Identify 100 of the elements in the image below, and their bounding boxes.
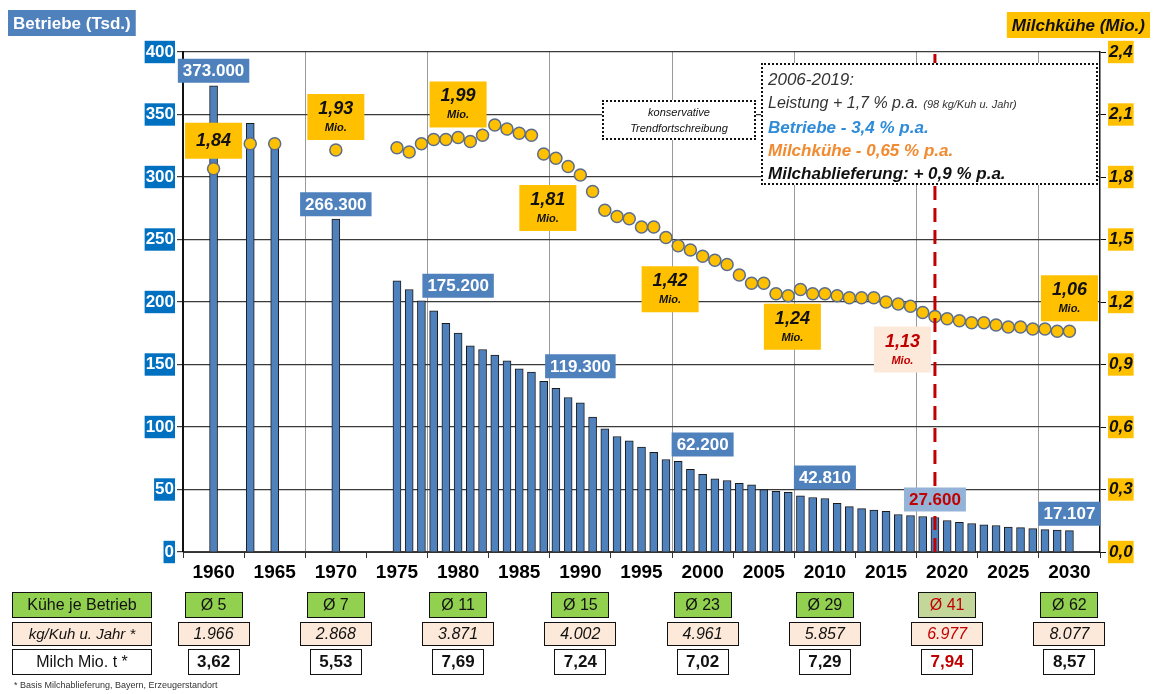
- point: [475, 128, 490, 143]
- annotation: 373.000: [182, 61, 245, 81]
- y2-tick-label: 0,6: [1109, 416, 1134, 436]
- point: [1026, 322, 1040, 336]
- point: [585, 184, 600, 199]
- x-tick-label: 2005: [742, 560, 786, 582]
- text: * Basis Milchablieferung, Bayern, Erzeugerstandort: [14, 680, 219, 692]
- y-tick-label: 350: [145, 104, 174, 124]
- data-label: 1,24 Mio.: [774, 307, 810, 343]
- annotation: Milchkühe - 0,65 % p.a.: [768, 140, 955, 162]
- point: [243, 136, 257, 151]
- y2-tick-label: 0,3: [1109, 479, 1134, 499]
- point: [500, 122, 514, 136]
- y2-tick-label: 2,4: [1108, 41, 1134, 61]
- y2-axis-title: Milchkühe (Mio.): [1011, 15, 1146, 35]
- y2-tick-label: 1,2: [1109, 291, 1134, 311]
- annotation: 42.810: [798, 468, 851, 488]
- annotation: 17.107: [1043, 504, 1096, 524]
- point: [964, 316, 979, 330]
- data-label: 1,93 Mio.: [318, 97, 354, 133]
- point: [1050, 324, 1064, 338]
- y-tick-label: 0: [164, 541, 174, 561]
- point: [206, 161, 221, 176]
- table: Kühe je Betrieb kg/Kuh u. Jahr * Milch Mio. t * Ø 5 Ø 7 Ø 11 Ø 15 Ø 23 Ø 29 Ø 41 Ø 62 1.966 2.868 3.871 4.002 4.961 5.857 6.977 8.077 3,62 5,53 7,69 7,24 7,02 7,29 7,94 8,57: [0, 588, 1156, 678]
- point: [267, 136, 282, 151]
- x-tick-label: 2020: [926, 560, 969, 582]
- point: [989, 318, 1003, 332]
- data-label: 1,81 Mio.: [530, 188, 566, 224]
- point: [744, 276, 759, 290]
- data-label: 1,13 Mio.: [884, 330, 920, 366]
- point: [867, 291, 881, 305]
- point: [879, 295, 893, 309]
- point: [818, 286, 832, 301]
- point: [451, 130, 465, 145]
- point: [561, 159, 575, 174]
- point: [634, 220, 649, 234]
- annotation: 266.300: [305, 194, 367, 214]
- point: [952, 314, 967, 328]
- y-tick-label: 50: [155, 479, 174, 499]
- point: [414, 136, 429, 151]
- y-tick-label: 100: [145, 416, 174, 436]
- x-tick-label: 2030: [1048, 560, 1091, 582]
- x-tick-label: 2000: [681, 560, 724, 582]
- point: [659, 230, 673, 245]
- point: [463, 134, 478, 149]
- x-tick-label: 1975: [375, 560, 419, 582]
- data-label: 1,06 Mio.: [1051, 279, 1088, 315]
- point: [757, 276, 771, 290]
- point: [329, 143, 343, 157]
- point: [439, 132, 453, 147]
- data-label: 1,99 Mio.: [440, 85, 476, 121]
- point: [536, 147, 551, 161]
- point: [549, 151, 563, 165]
- point: [671, 239, 685, 253]
- annotation: 119.300: [550, 356, 611, 376]
- annotation: 27.600: [908, 490, 961, 510]
- data-label: 1,84: [196, 129, 232, 150]
- x-tick-label: 1970: [314, 560, 357, 582]
- y-tick-label: 300: [145, 166, 174, 186]
- y-tick-label: 400: [145, 41, 174, 61]
- point: [426, 132, 441, 147]
- annotation: 2006-2019:: [768, 69, 856, 91]
- point: [622, 211, 637, 226]
- y2-tick-label: 2,1: [1108, 104, 1133, 124]
- x-tick-label: 2025: [987, 560, 1030, 582]
- point: [805, 286, 820, 301]
- annotation: Milchablieferung: + 0,9 % p.a.: [768, 163, 1007, 185]
- point: [646, 220, 661, 234]
- annotation: 62.200: [676, 435, 729, 455]
- x-tick-label: 1995: [620, 560, 664, 582]
- point: [512, 126, 526, 140]
- point: [720, 257, 734, 272]
- y-axis-title: Betriebe (Tsd.): [12, 13, 131, 33]
- y-tick-label: 150: [145, 354, 174, 374]
- point: [1038, 322, 1052, 336]
- point: [1062, 324, 1077, 338]
- point: [390, 141, 404, 155]
- point: [573, 168, 588, 182]
- point: [488, 118, 502, 132]
- point: [940, 311, 954, 326]
- x-tick-label: 1960: [192, 560, 235, 582]
- x-tick-label: 1980: [436, 560, 480, 582]
- y2-tick-label: 1,5: [1109, 229, 1134, 249]
- y-tick-label: 200: [145, 291, 174, 311]
- point: [769, 286, 783, 301]
- point: [598, 203, 612, 218]
- point: [891, 297, 906, 311]
- point: [524, 128, 539, 143]
- point: [732, 268, 747, 282]
- y-tick-label: 250: [145, 229, 174, 249]
- data-label: 1,42 Mio.: [652, 270, 688, 306]
- note-box: konservative Trendfortschreibung: [602, 100, 756, 140]
- point: [695, 249, 710, 263]
- point: [1013, 320, 1028, 334]
- y2-tick-label: 0,9: [1109, 354, 1134, 374]
- point: [781, 289, 795, 303]
- point: [830, 289, 844, 303]
- x-tick-label: 1985: [498, 560, 541, 582]
- y2-tick-label: 1,8: [1109, 166, 1134, 186]
- x-tick-label: 2015: [864, 560, 908, 582]
